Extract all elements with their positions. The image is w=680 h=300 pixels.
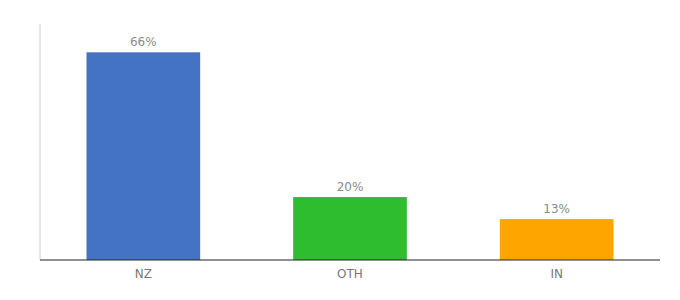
chart-container: 66% 20% 13% NZ OTH IN bbox=[0, 0, 680, 300]
x-tick-label: NZ bbox=[135, 267, 152, 281]
x-tick-label: IN bbox=[550, 267, 563, 281]
bar bbox=[500, 219, 614, 260]
x-axis-line bbox=[40, 259, 660, 260]
data-label: 20% bbox=[337, 180, 364, 194]
bars bbox=[87, 52, 614, 260]
data-label: 66% bbox=[130, 35, 157, 49]
x-tick-label: OTH bbox=[337, 267, 363, 281]
bar bbox=[87, 52, 201, 260]
bar bbox=[293, 197, 407, 260]
chart-svg: 66% 20% 13% NZ OTH IN bbox=[0, 0, 680, 300]
y-axis-line bbox=[40, 24, 41, 260]
data-label: 13% bbox=[543, 202, 570, 216]
